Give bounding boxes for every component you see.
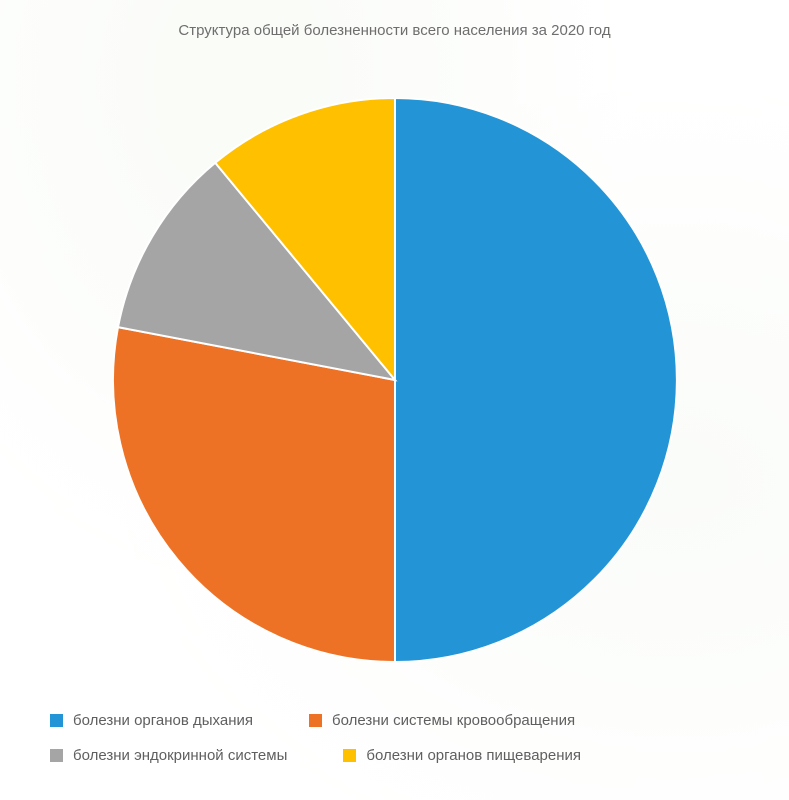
- chart-title: Структура общей болезненности всего насе…: [0, 22, 789, 39]
- legend-label: болезни системы кровообращения: [332, 712, 575, 729]
- legend-swatch: [309, 714, 322, 727]
- pie-slice: [113, 327, 395, 662]
- pie-slice: [395, 98, 677, 662]
- legend-item: болезни органов пищеварения: [343, 747, 581, 764]
- legend-item: болезни органов дыхания: [50, 712, 253, 729]
- legend-swatch: [50, 714, 63, 727]
- legend-item: болезни системы кровообращения: [309, 712, 575, 729]
- legend-label: болезни органов пищеварения: [366, 747, 581, 764]
- legend-swatch: [50, 749, 63, 762]
- pie-holder: [113, 98, 677, 662]
- legend: болезни органов дыхания болезни системы к…: [50, 712, 739, 764]
- legend-item: болезни эндокринной системы: [50, 747, 287, 764]
- legend-label: болезни эндокринной системы: [73, 747, 287, 764]
- legend-label: болезни органов дыхания: [73, 712, 253, 729]
- pie-chart: Структура общей болезненности всего насе…: [0, 0, 789, 800]
- pie-svg: [113, 98, 677, 662]
- legend-swatch: [343, 749, 356, 762]
